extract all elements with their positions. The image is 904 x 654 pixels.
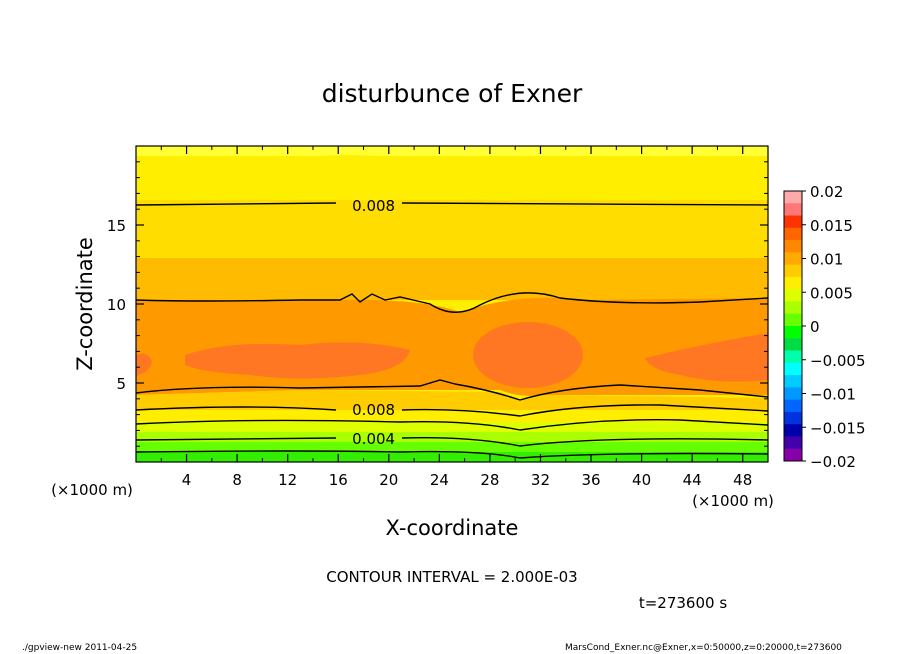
x-tick-label: 28 — [480, 471, 499, 489]
colorbar-segment — [784, 362, 802, 376]
colorbar-segment — [784, 215, 802, 229]
band-lower-5 — [136, 442, 768, 452]
contour-interval: CONTOUR INTERVAL = 2.000E-03 — [326, 568, 577, 586]
colorbar-segment — [784, 252, 802, 266]
footer-right: MarsCond_Exner.nc@Exner,x=0:50000,z=0:20… — [565, 643, 842, 653]
contour-label: 0.008 — [352, 401, 395, 419]
colorbar-segment — [784, 424, 802, 437]
colorbar-segment — [784, 411, 802, 425]
x-tick-label: 20 — [379, 471, 398, 489]
colorbar-tick-label: 0.015 — [810, 217, 853, 235]
colorbar-segment — [784, 191, 802, 204]
x-tick-label: 48 — [733, 471, 752, 489]
contour-0009-upper — [135, 292, 769, 313]
x-tick-label: 44 — [683, 471, 702, 489]
x-tick-label: 8 — [232, 471, 242, 489]
band-yellow-top — [136, 155, 768, 200]
colorbar-segment — [784, 313, 802, 327]
y-tick-label: 5 — [116, 375, 126, 393]
time-label: t=273600 s — [639, 594, 727, 612]
band-orange-light — [136, 258, 768, 300]
blob-center — [473, 322, 583, 388]
x-tick-label: 4 — [182, 471, 192, 489]
colorbar-segment — [784, 276, 802, 290]
colorbar-segment — [784, 301, 802, 315]
colorbar-tick-label: 0.01 — [810, 251, 843, 269]
contour-0009-lower — [135, 379, 769, 401]
contour-0006 — [135, 419, 769, 431]
x-tick-label: 40 — [632, 471, 651, 489]
colorbar-tick-label: −0.02 — [810, 453, 856, 471]
plot-area: 0.008 0.008 0.004 — [135, 145, 769, 463]
band-lower-1 — [136, 390, 768, 410]
blob-right — [645, 333, 768, 382]
band-lower-2 — [136, 410, 768, 422]
x-tick-label: 36 — [581, 471, 600, 489]
x-tick-label: 12 — [278, 471, 297, 489]
x-axis-label: X-coordinate — [386, 516, 519, 540]
colorbar-segment — [784, 326, 802, 339]
contour-0008-lower — [135, 404, 769, 417]
x-unit-left: (×1000 m) — [51, 481, 133, 499]
colorbar-segment — [784, 375, 802, 388]
contour-label: 0.004 — [352, 430, 395, 448]
colorbar-tick-label: 0.005 — [810, 284, 853, 302]
colorbar-segment — [784, 436, 802, 450]
blob-left — [185, 342, 410, 379]
colorbar-segment — [784, 240, 802, 253]
colorbar-segment — [784, 289, 802, 302]
y-tick-label: 10 — [107, 296, 126, 314]
colorbar-segment — [784, 227, 802, 241]
x-tick-label: 16 — [329, 471, 348, 489]
band-lower-4 — [136, 432, 768, 442]
colorbar-tick-label: 0 — [810, 318, 820, 336]
blob-left-edge — [136, 353, 152, 376]
band-top-light — [136, 146, 768, 156]
colorbar-segment — [784, 387, 802, 401]
contour-0008-top — [135, 202, 769, 206]
colorbar-tick-label: −0.005 — [810, 352, 866, 370]
contour-label: 0.008 — [352, 197, 395, 215]
colorbar-tick-label: −0.015 — [810, 419, 866, 437]
band-lower-3 — [136, 422, 768, 432]
x-tick-label: 32 — [531, 471, 550, 489]
colorbar-segment — [784, 399, 802, 413]
y-tick-label: 15 — [107, 217, 126, 235]
band-yellow-mid — [136, 200, 768, 258]
colorbar-tick-label: −0.01 — [810, 386, 856, 404]
colorbar-segment — [784, 350, 802, 364]
x-unit-right: (×1000 m) — [692, 492, 774, 510]
colorbar-segment — [784, 264, 802, 278]
contour-0004 — [135, 436, 769, 447]
colorbar-tick-label: 0.02 — [810, 183, 843, 201]
footer-left: ./gpview-new 2011-04-25 — [22, 643, 138, 653]
colorbar-segment — [784, 448, 802, 462]
colorbar-segment — [784, 203, 802, 217]
contour-0002 — [135, 450, 769, 459]
chart-title: disturbunce of Exner — [322, 79, 583, 108]
colorbar-segment — [784, 338, 802, 352]
x-tick-label: 24 — [430, 471, 449, 489]
y-axis-label: Z-coordinate — [73, 237, 97, 371]
colorbar: 0.02 0.015 0.01 0.005 0 −0.005 −0.01 −0.015 −0.0… — [783, 183, 866, 471]
